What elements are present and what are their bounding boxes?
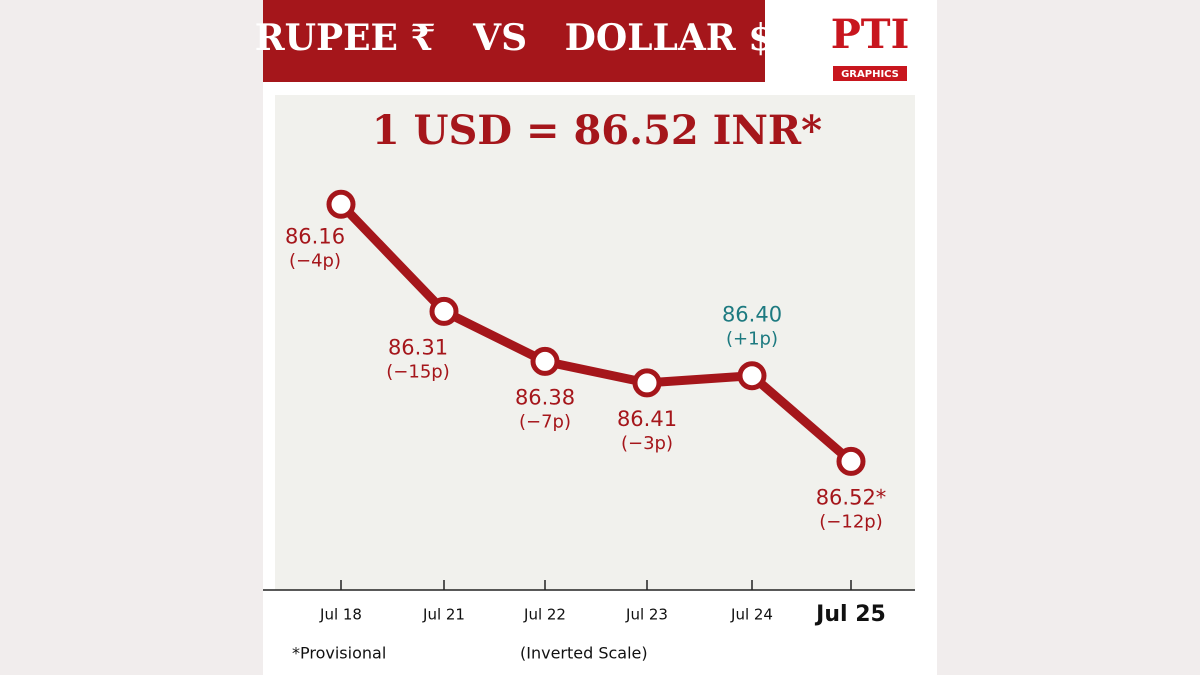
change-label: (−4p): [289, 250, 341, 271]
point: [326, 189, 356, 219]
chart-title: RUPEE ₹ VS DOLLAR $: [255, 17, 774, 59]
change-label: (−12p): [819, 511, 882, 532]
logo-subtitle: GRAPHICS: [841, 69, 899, 80]
line: [337, 201, 854, 465]
x-tick-label: Jul 21: [422, 606, 465, 624]
change-label: (+1p): [726, 329, 778, 350]
point: [632, 368, 662, 398]
x-tick-label: Jul 18: [319, 606, 362, 624]
change-label: (−7p): [519, 411, 571, 432]
headline: 1 USD = 86.52 INR*: [372, 107, 822, 154]
value-label: 86.38: [515, 385, 575, 409]
x-tick-label: Jul 22: [523, 606, 566, 624]
footnote: *Provisional: [292, 644, 386, 663]
x-tick-label: Jul 23: [625, 606, 668, 624]
change-label: (−3p): [621, 433, 673, 454]
x-tick-label: Jul 24: [730, 606, 773, 624]
change-label: (−15p): [386, 361, 449, 382]
value-label: 86.41: [617, 407, 677, 431]
banknote-backdrop: [275, 95, 915, 590]
point: [836, 446, 866, 476]
value-label: 86.16: [285, 224, 345, 248]
value-label: 86.31: [388, 335, 448, 359]
point: [737, 361, 767, 391]
point: [429, 296, 459, 326]
side-blur: [937, 0, 1200, 675]
logo-band: [833, 66, 907, 81]
scale-note: (Inverted Scale): [520, 644, 648, 663]
value-label: 86.40: [722, 303, 782, 327]
logo: PTI: [831, 11, 910, 58]
side-blur: [0, 0, 263, 675]
value-label: 86.52*: [816, 485, 887, 509]
point: [530, 346, 560, 376]
x-tick-label: Jul 25: [814, 602, 886, 627]
title-banner: [263, 0, 765, 82]
